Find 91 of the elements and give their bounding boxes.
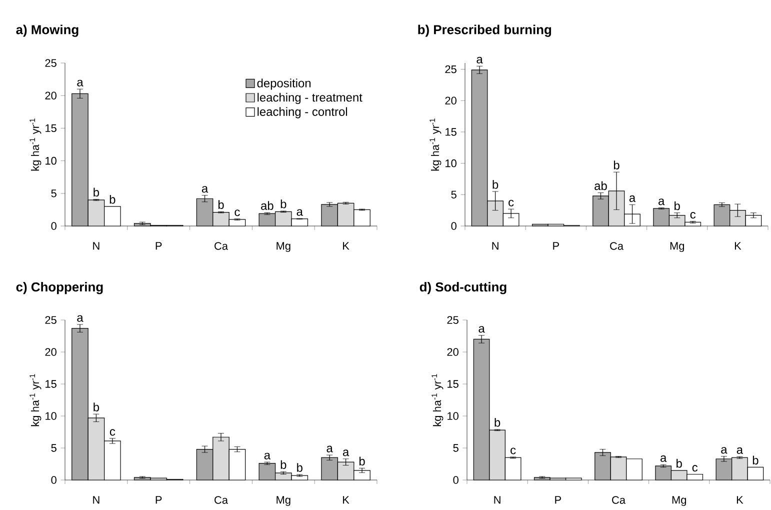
y-tick-label: 5: [51, 444, 56, 452]
data-label: b: [280, 460, 286, 469]
y-tick-label: 15: [46, 124, 56, 132]
y-tick-label: 5: [51, 190, 56, 198]
x-tick-label: Mg: [672, 496, 686, 506]
y-tick-label: 20: [447, 348, 458, 356]
data-label: c: [508, 200, 514, 206]
x-tick-label: Mg: [276, 496, 290, 506]
x-tick-label: N: [93, 242, 100, 250]
y-tick-label: 15: [446, 128, 456, 136]
data-label: a: [658, 198, 665, 206]
data-label: b: [94, 402, 100, 412]
y-axis-title: kg ha$^{-1}$ yr$^{-1}$: [30, 374, 42, 426]
data-label: b: [494, 418, 500, 427]
legend-label: leaching - control: [258, 107, 348, 118]
data-label: a: [342, 450, 350, 456]
data-label: c: [692, 464, 698, 472]
data-label: a: [629, 195, 636, 202]
data-label: a: [478, 326, 485, 333]
y-tick-label: 25: [447, 316, 458, 324]
legend-label: leaching - treatment: [258, 92, 362, 104]
data-label: a: [296, 209, 303, 216]
data-label: b: [297, 463, 302, 472]
y-tick-label: 0: [451, 222, 456, 230]
x-tick-label: P: [553, 242, 559, 250]
data-label: a: [202, 186, 208, 193]
y-tick-label: 10: [46, 156, 56, 165]
data-label: b: [280, 200, 286, 208]
x-tick-label: Ca: [612, 496, 626, 504]
x-tick-label: Ca: [214, 242, 228, 250]
x-tick-label: Ca: [214, 496, 228, 504]
data-label: b: [674, 201, 680, 210]
data-label: ab: [261, 201, 274, 210]
y-tick-label: 15: [46, 380, 56, 388]
data-label: ab: [594, 181, 607, 190]
data-label: a: [77, 315, 84, 322]
x-tick-label: K: [734, 242, 742, 250]
y-tick-label: 15: [448, 380, 458, 388]
data-label: a: [264, 452, 270, 460]
y-tick-label: 20: [45, 92, 56, 100]
y-tick-label: 10: [446, 159, 456, 168]
x-tick-label: Mg: [276, 242, 290, 252]
data-label: b: [359, 456, 365, 466]
x-tick-label: Mg: [670, 242, 684, 252]
x-tick-label: N: [93, 496, 100, 504]
data-label: a: [736, 447, 744, 454]
x-tick-label: P: [156, 496, 162, 504]
chart-title: a) Mowing: [16, 24, 78, 37]
chart-title: b) Prescribed burning: [418, 24, 552, 37]
data-label: a: [721, 447, 728, 454]
data-label: a: [77, 80, 84, 86]
data-label: a: [660, 455, 667, 462]
data-label: b: [94, 188, 100, 197]
y-tick-label: 10: [448, 412, 458, 420]
data-label: b: [492, 180, 498, 189]
data-label: c: [510, 448, 516, 454]
x-tick-label: P: [156, 242, 162, 250]
data-label: b: [614, 160, 620, 170]
y-tick-label: 5: [453, 444, 458, 452]
data-label: a: [476, 56, 483, 64]
x-tick-label: K: [343, 496, 350, 504]
legend-label: deposition: [257, 78, 311, 90]
y-tick-label: 0: [51, 476, 56, 484]
data-label: b: [110, 194, 116, 204]
chart-title: c) Choppering: [16, 282, 103, 294]
y-tick-label: 25: [45, 59, 56, 67]
y-axis-title: kg ha$^{-1}$ yr$^{-1}$: [30, 118, 42, 171]
y-tick-label: 5: [451, 190, 456, 198]
data-label: b: [676, 458, 682, 468]
data-label: c: [110, 429, 116, 436]
x-tick-label: Ca: [610, 242, 624, 250]
y-tick-label: 20: [45, 348, 56, 356]
y-tick-label: 25: [45, 316, 56, 324]
data-label: a: [326, 446, 333, 452]
y-tick-label: 0: [51, 222, 56, 230]
x-tick-label: N: [494, 496, 500, 504]
data-label: c: [690, 212, 696, 219]
x-tick-label: K: [736, 496, 744, 504]
x-tick-label: P: [555, 496, 561, 504]
y-tick-label: 25: [445, 65, 456, 74]
y-tick-label: 10: [46, 412, 56, 420]
chart-title: d) Sod-cutting: [420, 282, 506, 294]
data-label: b: [752, 456, 758, 464]
y-tick-label: 20: [445, 96, 456, 104]
x-tick-label: K: [343, 242, 350, 250]
x-tick-label: N: [492, 242, 498, 250]
y-axis-title: kg ha$^{-1}$ yr$^{-1}$: [430, 118, 442, 171]
data-label: c: [234, 210, 240, 216]
y-axis-title: kg ha$^{-1}$ yr$^{-1}$: [432, 374, 444, 426]
y-tick-label: 0: [453, 476, 458, 484]
data-label: b: [218, 200, 224, 209]
